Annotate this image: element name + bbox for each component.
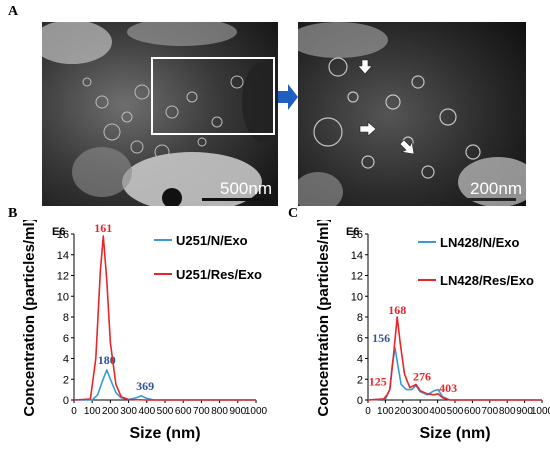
- scale-label-500nm: 500nm: [220, 179, 272, 198]
- y-multiplier-label: E6: [346, 226, 359, 238]
- y-tick-label: 2: [357, 374, 363, 386]
- x-tick-label: 1000: [531, 406, 550, 417]
- series-line-2: [73, 235, 256, 401]
- peak-label: 156: [372, 331, 390, 345]
- x-tick-label: 900: [229, 406, 246, 417]
- y-tick-label: 10: [351, 291, 363, 303]
- x-tick-label: 500: [447, 406, 464, 417]
- x-tick-label: 400: [429, 406, 446, 417]
- tem-micrograph-right: 200nm: [298, 22, 526, 206]
- y-tick-label: 4: [63, 354, 69, 366]
- x-tick-label: 200: [394, 406, 411, 417]
- y-tick-label: 2: [63, 374, 69, 386]
- panel-label-a: A: [8, 4, 19, 19]
- x-axis-title: Size (nm): [129, 425, 200, 442]
- x-tick-label: 600: [464, 406, 481, 417]
- peak-label: 125: [369, 375, 387, 389]
- scale-label-200nm: 200nm: [470, 179, 522, 198]
- y-tick-label: 6: [357, 333, 363, 345]
- legend-label-1: LN428/N/Exo: [440, 235, 520, 250]
- y-axis-title: Concentration (particles/ml): [21, 220, 38, 417]
- x-tick-label: 100: [84, 406, 101, 417]
- legend-label-2: U251/Res/Exo: [176, 267, 262, 282]
- y-tick-label: 12: [351, 271, 363, 283]
- series-line-2: [367, 316, 542, 401]
- y-axis-title: Concentration (particles/ml): [315, 220, 332, 417]
- zoom-arrow-icon: [278, 84, 298, 110]
- peak-label: 276: [413, 369, 431, 383]
- arrow-marker-1-icon: [357, 59, 373, 75]
- peak-label: 168: [388, 303, 406, 317]
- x-tick-label: 200: [102, 406, 119, 417]
- y-multiplier-label: E6: [52, 226, 65, 238]
- y-tick-label: 10: [57, 291, 69, 303]
- y-tick-label: 4: [357, 354, 363, 366]
- x-tick-label: 400: [138, 406, 155, 417]
- x-tick-label: 900: [516, 406, 533, 417]
- y-tick-label: 6: [63, 333, 69, 345]
- size-distribution-chart-ln428: 0 2 4 6 8 10 12 14 16 0 100 200 300 400 500 600 700 800 90…: [315, 220, 550, 442]
- peak-label: 180: [98, 353, 116, 367]
- arrow-marker-3-icon: [399, 139, 415, 155]
- x-tick-label: 500: [157, 406, 174, 417]
- x-tick-label: 300: [412, 406, 429, 417]
- x-tick-label: 800: [499, 406, 516, 417]
- size-distribution-chart-u251: 0 2 4 6 8 10 12 14 16 0 100 200 300 400 500 600 700 800 90…: [21, 220, 268, 442]
- y-tick-label: 16: [351, 229, 363, 241]
- y-tick-label: 8: [63, 312, 69, 324]
- peak-label: 369: [136, 379, 154, 393]
- peak-label: 161: [94, 221, 112, 235]
- y-tick-label: 0: [63, 395, 69, 407]
- x-tick-label: 800: [211, 406, 228, 417]
- panel-label-c: C: [288, 206, 299, 221]
- y-tick-label: 0: [357, 395, 363, 407]
- x-tick-label: 0: [71, 406, 77, 417]
- x-tick-label: 600: [175, 406, 192, 417]
- x-tick-label: 1000: [245, 406, 268, 417]
- peak-label: 403: [439, 381, 457, 395]
- x-tick-label: 700: [481, 406, 498, 417]
- legend-label-2: LN428/Res/Exo: [440, 273, 534, 288]
- panel-label-b: B: [8, 206, 18, 221]
- series-line-1: [74, 369, 256, 401]
- y-tick-label: 8: [357, 312, 363, 324]
- x-tick-label: 100: [377, 406, 394, 417]
- y-tick-label: 14: [351, 250, 363, 262]
- tem-micrograph-left: 500nm: [42, 22, 278, 206]
- y-tick-label: 12: [57, 271, 69, 283]
- x-tick-label: 0: [365, 406, 371, 417]
- arrow-marker-2-icon: [359, 121, 377, 137]
- zoom-region-box: [151, 57, 275, 135]
- x-tick-label: 300: [120, 406, 137, 417]
- x-tick-label: 700: [193, 406, 210, 417]
- legend-label-1: U251/N/Exo: [176, 233, 248, 248]
- y-tick-label: 16: [57, 229, 69, 241]
- x-axis-title: Size (nm): [419, 425, 490, 442]
- y-tick-label: 14: [57, 250, 69, 262]
